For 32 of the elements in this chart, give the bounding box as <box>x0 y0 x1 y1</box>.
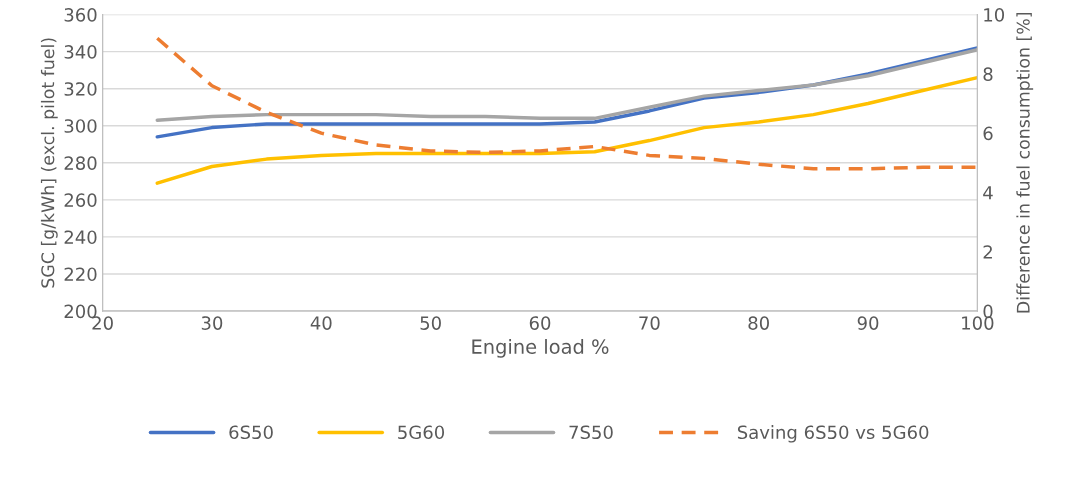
legend-label: 6S50 <box>229 425 273 440</box>
line-series <box>155 36 978 171</box>
y2-tick-label: 6 <box>983 126 993 141</box>
y2-tick-label: 10 <box>984 8 1005 22</box>
line-series <box>155 75 978 185</box>
y2-axis-title: Difference in fuel consumption [%] <box>1016 12 1034 313</box>
legend-label: Saving 6S50 vs 5G60 <box>737 425 929 443</box>
x-tick-label: 30 <box>201 316 223 330</box>
legend-label: 5G60 <box>398 425 445 440</box>
x-tick-label: 50 <box>420 316 441 330</box>
y-tick-label: 220 <box>64 267 97 282</box>
legend-label: 7S50 <box>569 425 613 440</box>
line-series <box>155 48 978 122</box>
x-tick-label: 90 <box>857 316 879 330</box>
y-tick-label: 340 <box>64 45 97 59</box>
x-tick-label: 70 <box>639 316 660 330</box>
y2-tick-label: 0 <box>983 304 993 319</box>
y2-tick-label: 4 <box>983 186 993 200</box>
y2-tick-label: 8 <box>983 67 993 81</box>
y-tick-label: 280 <box>64 156 97 170</box>
y-tick-label: 320 <box>64 82 97 96</box>
y-tick-label: 260 <box>64 193 97 207</box>
x-axis-title: Engine load % <box>472 338 609 358</box>
y-axis-title: SGC [g/kWh] (excl. pilot fuel) <box>40 38 58 288</box>
x-tick-label: 40 <box>310 316 332 330</box>
y2-tick-label: 2 <box>983 245 992 259</box>
y-tick-label: 360 <box>64 8 97 22</box>
y-tick-label: 300 <box>64 119 97 133</box>
x-tick-label: 80 <box>748 316 769 330</box>
x-tick-label: 60 <box>529 316 551 330</box>
x-tick-label: 100 <box>962 316 994 330</box>
y-tick-label: 240 <box>64 230 97 245</box>
